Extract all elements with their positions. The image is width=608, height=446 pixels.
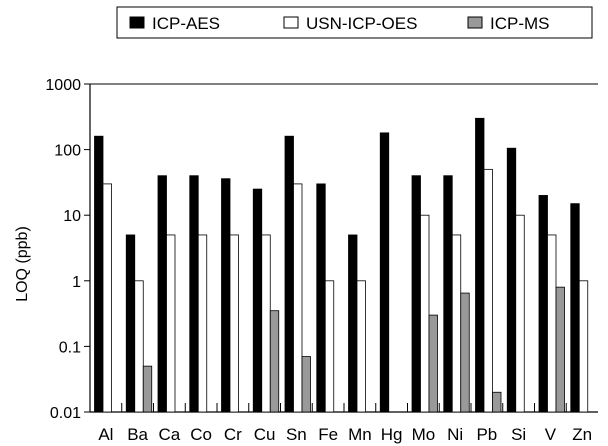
bar-icp-aes-mo <box>411 175 421 413</box>
legend-label-icp-ms: ICP-MS <box>490 14 550 33</box>
bar-usn-icp-oes-co <box>197 234 208 413</box>
bar-usn-icp-oes-al <box>102 183 112 413</box>
bar-usn-icp-oes-mn <box>356 280 366 413</box>
y-tick-label-5: 1000 <box>45 77 81 94</box>
bar-usn-icp-oes-cr <box>229 234 239 413</box>
legend-label-usn-icp-oes: USN-ICP-OES <box>306 14 417 33</box>
x-tick-label-sn: Sn <box>286 425 307 444</box>
x-tick-label-mo: Mo <box>412 425 436 444</box>
x-tick-label-ni: Ni <box>447 425 463 444</box>
legend-box <box>116 6 593 39</box>
bar-usn-icp-oes-sn <box>293 183 303 413</box>
bar-icp-aes-cu <box>252 188 263 413</box>
bar-usn-icp-oes-ba <box>134 280 144 413</box>
bar-icp-aes-hg <box>379 132 390 413</box>
bar-icp-aes-al <box>94 135 104 413</box>
legend: ICP-AES USN-ICP-OES ICP-MS <box>116 6 593 39</box>
x-tick-label-fe: Fe <box>318 425 338 444</box>
bar-icp-aes-mn <box>348 234 358 413</box>
bar-usn-icp-oes-si <box>515 214 525 413</box>
x-tick-label-mn: Mn <box>348 425 372 444</box>
bar-usn-icp-oes-ca <box>166 234 176 413</box>
bar-icp-aes-pb <box>475 117 485 413</box>
bar-usn-icp-oes-zn <box>578 280 589 413</box>
y-tick-label-1: 0.1 <box>59 339 81 356</box>
legend-swatch-icp-ms <box>467 16 483 29</box>
bar-icp-aes-ni <box>443 175 453 413</box>
bar-icp-aes-sn <box>284 135 294 413</box>
bar-icp-aes-cr <box>221 178 231 413</box>
legend-label-icp-aes: ICP-AES <box>152 14 220 33</box>
bar-icp-aes-ba <box>125 234 136 413</box>
x-tick-label-v: V <box>545 425 557 444</box>
y-tick-label-3: 10 <box>63 208 81 225</box>
y-tick-label-4: 100 <box>54 143 81 160</box>
bar-icp-aes-zn <box>570 203 580 413</box>
y-tick-label-0: 0.01 <box>50 405 81 422</box>
x-tick-label-zn: Zn <box>572 425 592 444</box>
bar-usn-icp-oes-cu <box>261 234 271 413</box>
bar-icp-ms-pb <box>492 391 502 413</box>
bar-usn-icp-oes-ni <box>451 234 462 413</box>
bar-usn-icp-oes-fe <box>324 280 335 413</box>
bar-icp-aes-fe <box>316 183 326 413</box>
x-tick-label-ca: Ca <box>159 425 181 444</box>
x-tick-label-si: Si <box>511 425 526 444</box>
bar-usn-icp-oes-v <box>547 234 557 413</box>
bar-usn-icp-oes-pb <box>483 168 493 413</box>
bar-icp-ms-sn <box>301 356 311 413</box>
bar-icp-ms-v <box>555 286 565 413</box>
bar-icp-aes-co <box>189 175 199 413</box>
x-tick-label-hg: Hg <box>381 425 403 444</box>
legend-swatch-icp-aes <box>129 16 145 29</box>
x-tick-label-ba: Ba <box>127 425 148 444</box>
bar-usn-icp-oes-mo <box>420 214 430 413</box>
legend-swatch-usn-icp-oes <box>283 16 299 29</box>
bar-icp-ms-cu <box>269 310 280 413</box>
x-tick-label-al: Al <box>98 425 113 444</box>
x-tick-label-cu: Cu <box>254 425 276 444</box>
bar-icp-ms-ni <box>460 292 470 413</box>
bar-icp-aes-v <box>538 195 548 413</box>
x-tick-label-co: Co <box>190 425 212 444</box>
y-tick-label-2: 1 <box>72 274 81 291</box>
bar-icp-ms-ba <box>142 365 153 413</box>
bar-icp-aes-ca <box>157 175 167 413</box>
x-tick-label-pb: Pb <box>476 425 497 444</box>
bar-icp-ms-mo <box>428 314 438 413</box>
y-axis-title: LOQ (ppb) <box>14 226 31 302</box>
bar-icp-aes-si <box>506 147 517 413</box>
x-tick-label-cr: Cr <box>224 425 242 444</box>
